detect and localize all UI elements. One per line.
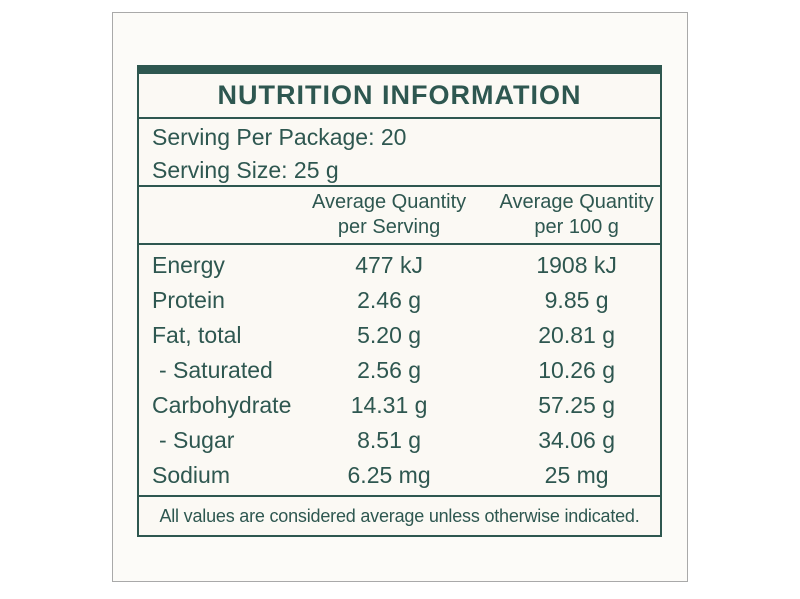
value-per-serving: 8.51 g: [357, 427, 422, 454]
column-header-per-serving: Average Quantity per Serving: [311, 191, 467, 238]
nutrient-name: Fat, total: [152, 321, 242, 348]
label-photo-card: NUTRITION INFORMATION Serving Per Packag…: [112, 12, 688, 582]
nutrient-name: Energy: [152, 251, 225, 278]
nutrient-name: Carbohydrate: [152, 392, 292, 419]
nutrient-table-body: Energy 477 kJ 1908 kJ Protein 2.46 g 9.8…: [139, 245, 660, 497]
nutrition-label: NUTRITION INFORMATION Serving Per Packag…: [137, 65, 662, 537]
value-per-serving: 5.20 g: [357, 321, 422, 348]
value-per-100g: 25 mg: [544, 462, 609, 489]
nutrient-name: - Saturated: [159, 356, 273, 383]
value-per-100g: 57.25 g: [538, 392, 615, 419]
value-per-serving: 2.46 g: [357, 286, 422, 313]
column-header-per-100g: Average Quantity per 100 g: [499, 191, 654, 238]
value-per-serving: 477 kJ: [355, 251, 423, 278]
page-title: NUTRITION INFORMATION: [217, 80, 582, 110]
table-row-protein: Protein 2.46 g 9.85 g: [139, 283, 660, 317]
footnote-text: All values are considered average unless…: [159, 505, 640, 526]
table-row-carbohydrate: Carbohydrate 14.31 g 57.25 g: [139, 388, 660, 422]
serving-info-section: Serving Per Package: 20 Serving Size: 25…: [139, 119, 660, 187]
value-per-100g: 10.26 g: [538, 356, 615, 383]
table-row-sodium: Sodium 6.25 mg 25 mg: [139, 458, 660, 492]
table-row-sugar: - Sugar 8.51 g 34.06 g: [139, 423, 660, 457]
label-top-bar: [139, 67, 660, 74]
nutrient-name: Protein: [152, 286, 225, 313]
value-per-100g: 20.81 g: [538, 321, 615, 348]
title-section: NUTRITION INFORMATION: [139, 74, 660, 119]
value-per-serving: 14.31 g: [350, 392, 428, 419]
value-per-100g: 1908 kJ: [536, 251, 617, 278]
serving-size: Serving Size: 25 g: [152, 156, 339, 183]
value-per-100g: 34.06 g: [538, 427, 615, 454]
value-per-100g: 9.85 g: [544, 286, 609, 313]
table-row-energy: Energy 477 kJ 1908 kJ: [139, 248, 660, 282]
nutrient-name: - Sugar: [159, 427, 235, 454]
value-per-serving: 6.25 mg: [347, 462, 431, 489]
nutrient-name: Sodium: [152, 462, 230, 489]
footnote-section: All values are considered average unless…: [139, 497, 660, 535]
value-per-serving: 2.56 g: [357, 356, 422, 383]
serving-per-package: Serving Per Package: 20: [152, 123, 407, 150]
table-header-row: Average Quantity per Serving Average Qua…: [139, 187, 660, 245]
table-row-fat-total: Fat, total 5.20 g 20.81 g: [139, 318, 660, 352]
table-row-saturated: - Saturated 2.56 g 10.26 g: [139, 353, 660, 387]
